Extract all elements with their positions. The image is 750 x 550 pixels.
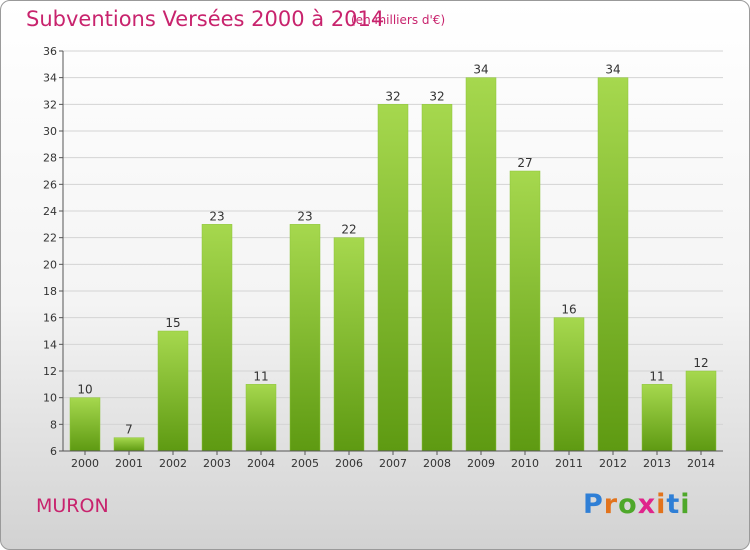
value-label: 32 (429, 89, 444, 103)
value-label: 23 (297, 209, 312, 223)
logo-letter: x (637, 489, 657, 520)
x-tick-label: 2010 (511, 457, 539, 470)
x-tick-label: 2009 (467, 457, 495, 470)
x-tick-label: 2014 (687, 457, 715, 470)
x-tick-label: 2008 (423, 457, 451, 470)
x-tick-label: 2003 (203, 457, 231, 470)
x-tick-label: 2001 (115, 457, 143, 470)
value-label: 27 (517, 156, 532, 170)
bar-2007 (377, 104, 409, 452)
y-tick-label: 16 (43, 312, 57, 325)
value-label: 7 (125, 423, 133, 437)
value-label: 12 (693, 356, 708, 370)
logo-letter: t (666, 489, 681, 520)
x-tick-label: 2012 (599, 457, 627, 470)
bar-2001 (113, 437, 145, 452)
bar-2008 (421, 104, 453, 452)
y-tick-label: 20 (43, 258, 57, 271)
y-tick-label: 30 (43, 125, 57, 138)
y-tick-label: 18 (43, 285, 57, 298)
bar-2012 (597, 77, 629, 452)
bar-2005 (289, 224, 321, 452)
bar-2011 (553, 317, 585, 452)
y-tick-label: 34 (43, 72, 57, 85)
chart-title: Subventions Versées 2000 à 2014 (26, 7, 385, 31)
x-tick-label: 2005 (291, 457, 319, 470)
logo-letter: r (603, 489, 619, 520)
y-tick-label: 28 (43, 152, 57, 165)
y-tick-label: 12 (43, 365, 57, 378)
value-label: 15 (165, 316, 180, 330)
bar-2009 (465, 77, 497, 452)
x-tick-label: 2002 (159, 457, 187, 470)
x-tick-label: 2000 (71, 457, 99, 470)
chart-subtitle: (en milliers d'€) (351, 13, 446, 27)
y-tick-label: 32 (43, 98, 57, 111)
value-label: 11 (253, 369, 268, 383)
bar-2004 (245, 384, 277, 452)
value-label: 32 (385, 89, 400, 103)
bar-2003 (201, 224, 233, 452)
y-tick-label: 14 (43, 338, 57, 351)
y-tick-label: 26 (43, 178, 57, 191)
x-tick-label: 2013 (643, 457, 671, 470)
bar-2014 (685, 370, 717, 452)
x-tick-label: 2004 (247, 457, 275, 470)
x-tick-label: 2007 (379, 457, 407, 470)
value-label: 22 (341, 223, 356, 237)
value-label: 11 (649, 369, 664, 383)
y-tick-label: 8 (50, 418, 57, 431)
y-tick-label: 6 (50, 445, 57, 458)
value-label: 34 (605, 63, 620, 77)
labels: 6 8 10 12 14 16 18 20 22 24 26 28 30 32 34 36 10 2000 7 200… (43, 45, 715, 470)
value-label: 16 (561, 303, 576, 317)
logo-letter: i (656, 489, 667, 520)
logo-letter: P (583, 489, 604, 520)
bar-2013 (641, 384, 673, 452)
y-tick-label: 24 (43, 205, 57, 218)
logo-letter: o (618, 489, 638, 520)
value-label: 10 (77, 383, 92, 397)
x-tick-label: 2006 (335, 457, 363, 470)
bar-2002 (157, 330, 189, 452)
y-tick-label: 36 (43, 45, 57, 58)
bar-2000 (69, 397, 101, 452)
logo-letter: i (680, 489, 691, 520)
value-label: 23 (209, 209, 224, 223)
axes (59, 50, 723, 455)
bar-2010 (509, 170, 541, 452)
y-tick-label: 22 (43, 232, 57, 245)
value-label: 34 (473, 63, 488, 77)
proxiti-logo[interactable]: Proxiti (583, 489, 691, 520)
bar-2006 (333, 237, 365, 452)
x-tick-label: 2011 (555, 457, 583, 470)
y-tick-label: 10 (43, 392, 57, 405)
commune-name: MURON (36, 495, 109, 517)
